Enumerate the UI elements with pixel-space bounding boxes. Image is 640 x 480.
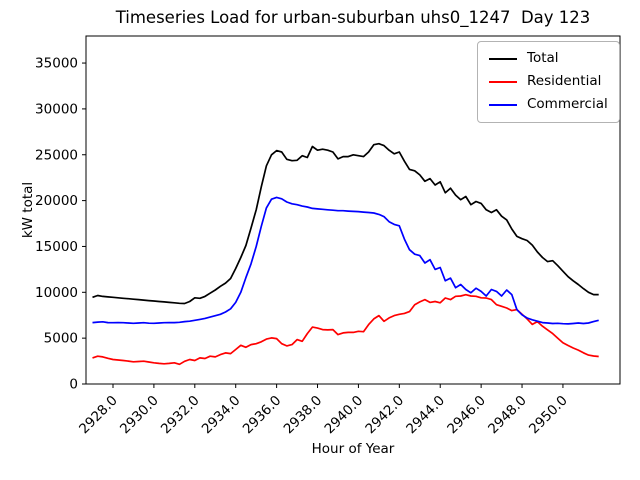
legend: Total Residential Commercial <box>477 41 620 123</box>
svg-text:2930.0: 2930.0 <box>117 393 162 438</box>
svg-text:2944.0: 2944.0 <box>403 393 448 438</box>
svg-text:35000: 35000 <box>35 56 78 72</box>
svg-text:2950.0: 2950.0 <box>526 393 571 438</box>
svg-text:2938.0: 2938.0 <box>281 393 326 438</box>
svg-text:2948.0: 2948.0 <box>485 393 530 438</box>
svg-text:2936.0: 2936.0 <box>240 393 285 438</box>
svg-text:10000: 10000 <box>35 285 78 301</box>
svg-text:25000: 25000 <box>35 147 78 163</box>
svg-text:2928.0: 2928.0 <box>76 393 121 438</box>
legend-line-swatch-residential <box>489 80 517 83</box>
legend-item-label: Residential <box>527 72 602 89</box>
legend-line-swatch-commercial <box>489 103 517 106</box>
legend-item-total: Total <box>478 47 619 70</box>
svg-text:5000: 5000 <box>44 331 78 347</box>
legend-item-label: Total <box>527 49 559 66</box>
y-axis-label: kW total <box>20 181 36 239</box>
svg-text:30000: 30000 <box>35 101 78 117</box>
svg-text:20000: 20000 <box>35 193 78 209</box>
svg-text:2946.0: 2946.0 <box>444 393 489 438</box>
legend-item-commercial: Commercial <box>478 93 619 116</box>
legend-line-swatch-total <box>489 57 517 60</box>
svg-text:2932.0: 2932.0 <box>158 393 203 438</box>
svg-text:2934.0: 2934.0 <box>199 393 244 438</box>
svg-text:15000: 15000 <box>35 239 78 255</box>
svg-text:0: 0 <box>69 377 78 393</box>
chart-title: Timeseries Load for urban-suburban uhs0_… <box>115 8 591 27</box>
svg-text:2940.0: 2940.0 <box>322 393 367 438</box>
legend-item-label: Commercial <box>527 95 608 112</box>
x-axis-label: Hour of Year <box>311 441 395 457</box>
legend-item-residential: Residential <box>478 70 619 93</box>
svg-text:2942.0: 2942.0 <box>362 393 407 438</box>
